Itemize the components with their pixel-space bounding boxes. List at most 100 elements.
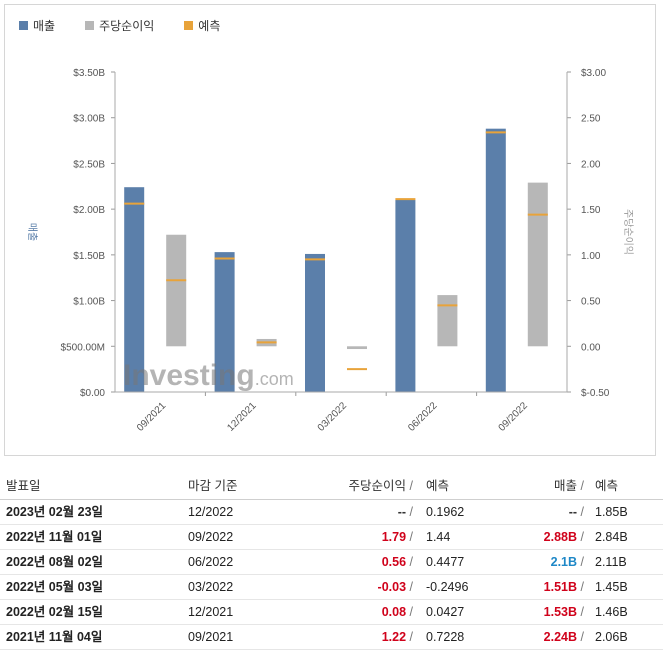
- left-axis-tick-label: $2.50B: [73, 159, 105, 170]
- header-eps-forecast[interactable]: 예측: [426, 479, 450, 493]
- left-axis-tick-label: $3.50B: [73, 68, 105, 79]
- header-eps-slash: /: [409, 479, 413, 493]
- eps-actual: 0.56: [381, 555, 407, 569]
- eps-forecast: 0.4477: [426, 555, 465, 569]
- eps-slash: /: [409, 555, 413, 569]
- release-date: 2021년 11월 04일: [6, 630, 103, 644]
- x-axis-tick-label: 06/2022: [406, 400, 440, 434]
- right-axis-tick-label: 2.50: [581, 114, 601, 125]
- legend-item-eps[interactable]: 주당순이익: [85, 17, 154, 34]
- x-axis-tick-label: 12/2021: [225, 400, 259, 434]
- x-axis-tick-label: 03/2022: [316, 400, 350, 434]
- revenue-slash: /: [580, 530, 584, 544]
- eps-forecast: -0.2496: [426, 580, 469, 594]
- left-axis-tick-label: $0.00: [80, 388, 105, 399]
- left-axis-title: 매출: [26, 223, 38, 241]
- watermark-brand: Investing: [123, 359, 255, 392]
- table-row: 2022년 05월 03일 03/2022 -0.03 / -0.2496 1.51B …: [0, 575, 663, 600]
- table-row: 2022년 02월 15일 12/2021 0.08 /0.0427 1.53B /1…: [0, 600, 663, 625]
- eps-actual-cell: -0.03 /: [378, 575, 413, 599]
- legend-label-eps: 주당순이익: [99, 19, 155, 33]
- legend-label-forecast: 예측: [198, 19, 221, 33]
- revenue-slash: /: [580, 630, 584, 644]
- period-end: 12/2021: [188, 605, 234, 619]
- revenue-slash: /: [580, 555, 584, 569]
- eps-actual: 1.22: [381, 630, 407, 644]
- table-row: 2022년 11월 01일 09/2022 1.79 /1.44 2.88B /2.8…: [0, 525, 663, 550]
- header-revenue[interactable]: 매출 /: [554, 473, 584, 499]
- revenue-forecast: 1.46B: [595, 605, 628, 619]
- period-end: 12/2022: [188, 505, 234, 519]
- eps-slash: /: [409, 630, 413, 644]
- header-revenue-label: 매출: [554, 479, 578, 493]
- period-end: 09/2021: [188, 630, 234, 644]
- eps-slash: /: [409, 605, 413, 619]
- legend-item-forecast[interactable]: 예측: [184, 17, 220, 34]
- eps-actual: -0.03: [377, 580, 407, 594]
- table-row: 2023년 02월 23일 12/2022 -- / 0.1962 -- / 1.85B: [0, 500, 663, 525]
- right-axis-tick-label: 0.00: [581, 342, 601, 353]
- release-date: 2022년 05월 03일: [6, 580, 104, 594]
- revenue-actual: --: [568, 505, 578, 519]
- header-eps[interactable]: 주당순이익 /: [349, 473, 413, 499]
- revenue-actual-cell: 2.24B /: [544, 625, 584, 649]
- x-axis-tick-label: 09/2021: [135, 400, 169, 434]
- header-date[interactable]: 발표일: [6, 479, 41, 493]
- header-period[interactable]: 마감 기준: [188, 479, 238, 493]
- period-end: 03/2022: [188, 580, 234, 594]
- revenue-bar: [395, 200, 416, 392]
- investing-watermark-logo: Investing.com: [123, 359, 294, 392]
- revenue-actual-cell: 2.1B /: [551, 550, 584, 574]
- x-axis-tick-label: 09/2022: [497, 400, 531, 434]
- period-end: 09/2022: [188, 530, 234, 544]
- right-axis-tick-label: 2.00: [581, 159, 601, 170]
- eps-actual-cell: -- /: [398, 500, 413, 524]
- revenue-actual: 1.51B: [543, 580, 578, 594]
- revenue-slash: /: [580, 505, 584, 519]
- table-row: 2021년 11월 04일 09/2021 1.22 /0.7228 2.24B /2…: [0, 625, 663, 650]
- revenue-bar: [214, 252, 235, 392]
- table-body: 2023년 02월 23일 12/2022 -- /0.1962 -- /1.85B 2…: [0, 500, 663, 650]
- header-revenue-forecast[interactable]: 예측: [595, 479, 619, 493]
- legend-item-revenue[interactable]: 매출: [19, 17, 55, 34]
- legend-label-revenue: 매출: [33, 19, 56, 33]
- left-axis-tick-label: $500.00M: [61, 342, 105, 353]
- eps-actual-cell: 1.79 /: [382, 525, 413, 549]
- eps-forecast: 1.44: [426, 530, 451, 544]
- release-date: 2022년 02월 15일: [6, 605, 104, 619]
- revenue-bar: [124, 187, 145, 392]
- left-axis-tick-label: $2.00B: [73, 205, 105, 216]
- revenue-actual: 2.88B: [543, 530, 578, 544]
- table-row: 2022년 08월 02일 06/2022 0.56 /0.4477 2.1B /2.…: [0, 550, 663, 575]
- release-date: 2022년 11월 01일: [6, 530, 103, 544]
- chart-legend: 매출 주당순이익 예측: [19, 17, 220, 34]
- eps-slash: /: [409, 580, 413, 594]
- left-axis-tick-label: $1.00B: [73, 297, 105, 308]
- forecast-swatch-icon: [184, 21, 194, 30]
- revenue-bar: [305, 253, 325, 392]
- right-axis-tick-label: 1.50: [581, 205, 601, 216]
- revenue-actual-cell: 1.53B /: [544, 600, 584, 624]
- revenue-forecast: 2.84B: [595, 530, 628, 544]
- eps-bar: [437, 295, 458, 347]
- revenue-actual: 1.53B: [543, 605, 578, 619]
- revenue-actual: 2.1B: [550, 555, 578, 569]
- right-axis-title: 주당순이익: [622, 209, 634, 255]
- right-axis-tick-label: 0.50: [581, 297, 601, 308]
- table-header-row: 발표일 마감 기준 주당순이익 / 예측 매출 / 예측: [0, 473, 663, 500]
- chart-plot: $0.00 $500.00M $1.00B $1.50B $2.00B $2.50B $3.…: [26, 68, 634, 434]
- revenue-forecast: 1.85B: [595, 505, 628, 519]
- eps-forecast: 0.1962: [426, 505, 465, 519]
- revenue-actual-cell: -- /: [569, 500, 584, 524]
- right-axis-tick-label: $3.00: [581, 68, 606, 79]
- revenue-forecast: 2.06B: [595, 630, 628, 644]
- revenue-slash: /: [580, 580, 584, 594]
- revenue-actual-cell: 2.88B /: [544, 525, 584, 549]
- eps-swatch-icon: [85, 21, 95, 30]
- header-revenue-slash: /: [580, 479, 584, 493]
- eps-actual: --: [397, 505, 407, 519]
- revenue-actual: 2.24B: [543, 630, 578, 644]
- revenue-slash: /: [580, 605, 584, 619]
- eps-forecast: 0.0427: [426, 605, 465, 619]
- header-eps-label: 주당순이익: [348, 479, 407, 493]
